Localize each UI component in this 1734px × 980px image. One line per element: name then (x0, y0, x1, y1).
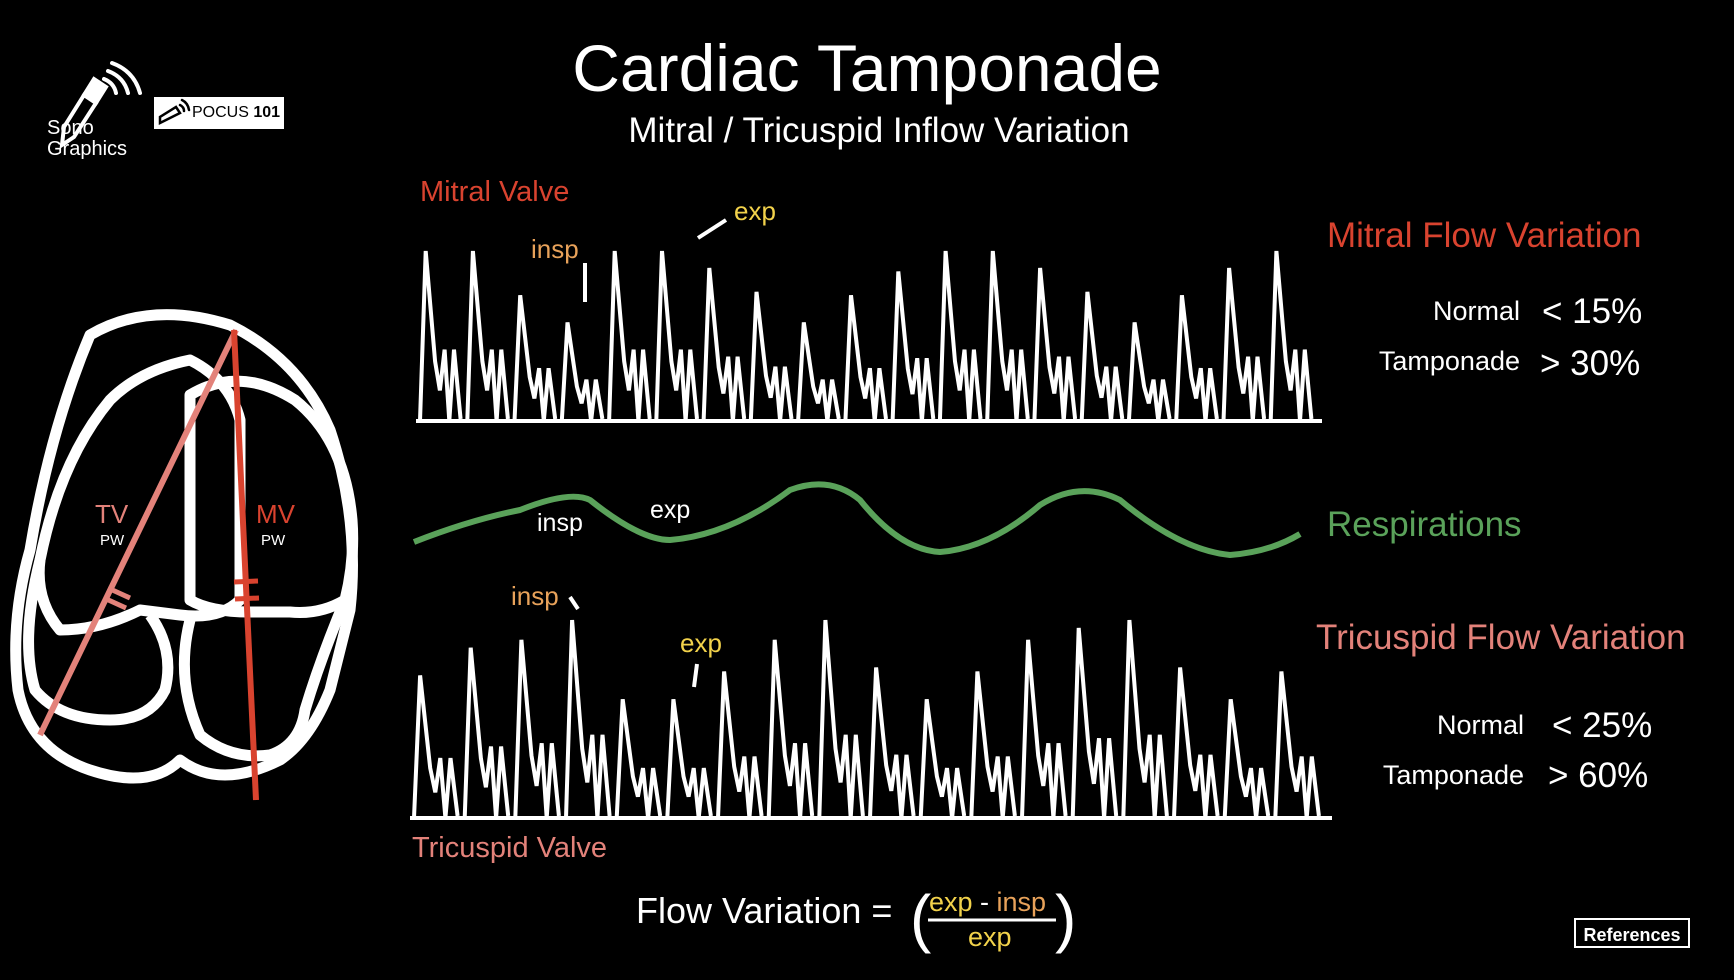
tricuspid-beat (969, 671, 1017, 819)
tricuspid-beat (412, 675, 460, 819)
tricuspid-beat (1172, 667, 1220, 819)
mitral-beat (701, 267, 747, 422)
mitral-valve-label: Mitral Valve (420, 176, 570, 208)
mitral-tamponade-label: Tamponade (1378, 346, 1520, 376)
formula-close-paren: ) (1055, 882, 1076, 954)
mv-sample-gate-bottom (234, 595, 260, 602)
mitral-beat (843, 294, 888, 422)
formula-num-insp: insp (997, 887, 1047, 917)
tricuspid-beat (817, 619, 865, 819)
mitral-beat (937, 250, 983, 422)
mitral-beat (1032, 267, 1078, 422)
pocus-number: 101 (253, 104, 281, 121)
mitral-beat (607, 250, 652, 422)
tricuspid-beat (1222, 698, 1271, 819)
tricuspid-exp-label: exp (680, 628, 722, 658)
tricuspid-beat (1273, 671, 1321, 819)
mitral-beat (512, 294, 558, 422)
resp-insp-label: insp (537, 509, 583, 537)
pocus101-logo: POCUS 101 (154, 97, 284, 129)
mitral-beat (890, 271, 936, 422)
tricuspid-beat (513, 639, 561, 819)
probe-icon (158, 98, 191, 126)
tricuspid-insp-label: insp (511, 581, 559, 611)
tricuspid-beat (1070, 627, 1119, 819)
tricuspid-beat (868, 667, 916, 819)
tricuspid-flow-variation-title: Tricuspid Flow Variation (1316, 618, 1686, 657)
tricuspid-insp-pointer (568, 595, 580, 611)
respirations-label: Respirations (1327, 505, 1522, 544)
mitral-beat (1174, 294, 1219, 422)
mitral-beat (1221, 267, 1267, 422)
formula-open-paren: ( (910, 882, 931, 954)
tricuspid-normal-value: < 25% (1552, 706, 1653, 745)
mitral-doppler-waveform (418, 250, 1314, 422)
respiration-curve (412, 481, 1302, 559)
tricuspid-beat (1020, 639, 1068, 819)
flow-variation-formula: Flow Variation = (636, 890, 892, 980)
logo-line-1: Sono (47, 117, 94, 139)
mitral-beat (985, 250, 1030, 422)
formula-numerator: exp - insp (929, 887, 1046, 917)
tricuspid-normal-label: Normal (1436, 710, 1524, 740)
mitral-tamponade-value: > 30% (1540, 344, 1641, 383)
mitral-exp-pointer (696, 218, 728, 240)
mv-sample-gate-top (233, 578, 259, 585)
mitral-beat (465, 250, 510, 422)
mitral-flow-variation-title: Mitral Flow Variation (1327, 216, 1642, 255)
tricuspid-valve-label: Tricuspid Valve (412, 832, 608, 864)
heart-illustration (10, 309, 359, 784)
logo-line-2: Graphics (47, 138, 128, 160)
mitral-beat (1079, 291, 1125, 422)
resp-exp-label: exp (650, 496, 690, 524)
tricuspid-beat (614, 698, 663, 819)
mitral-insp-label: insp (531, 234, 579, 264)
right-ventricle (33, 354, 246, 636)
tv-doppler-line (37, 328, 239, 737)
references-button[interactable]: References (1574, 918, 1690, 948)
tricuspid-tamponade-value: > 60% (1548, 756, 1649, 795)
heart-outer-wall (10, 309, 358, 784)
mitral-beat (1268, 250, 1314, 422)
mitral-beat (796, 322, 841, 422)
page-title: Cardiac Tamponade (572, 31, 1162, 105)
tv-sample-gate-bottom (102, 595, 128, 611)
mv-pw-label: PW (261, 532, 286, 549)
tricuspid-beat (564, 619, 612, 819)
tv-pw-label: PW (100, 532, 125, 549)
tricuspid-beat (918, 698, 967, 819)
formula-denominator: exp (968, 922, 1012, 952)
mitral-normal-label: Normal (1432, 296, 1520, 326)
right-atrium (23, 558, 174, 726)
left-atrium (178, 597, 351, 762)
mitral-beat (748, 291, 794, 422)
ultrasound-probe-icon (59, 61, 142, 150)
mitral-beat (559, 322, 605, 422)
mitral-exp-label: exp (734, 196, 776, 226)
tricuspid-beat (716, 671, 764, 819)
mitral-normal-value: < 15% (1542, 292, 1643, 331)
tv-label: TV (95, 499, 129, 529)
mv-doppler-line (231, 329, 259, 801)
mitral-beat (1126, 322, 1172, 422)
tricuspid-doppler-waveform (412, 619, 1321, 819)
page-subtitle: Mitral / Tricuspid Inflow Variation (628, 111, 1130, 150)
tricuspid-tamponade-label: Tamponade (1382, 760, 1524, 790)
tv-sample-gate-top (106, 585, 132, 601)
formula-lhs: Flow Variation = (636, 890, 893, 931)
tricuspid-beat (766, 639, 815, 819)
tricuspid-beat (462, 647, 511, 819)
formula-num-minus: - (973, 887, 997, 917)
tricuspid-exp-pointer (692, 663, 699, 688)
formula-num-exp: exp (929, 887, 973, 917)
mv-label: MV (256, 499, 296, 529)
mitral-beat (418, 250, 463, 422)
tricuspid-beat (1121, 619, 1169, 819)
tricuspid-beat (665, 698, 713, 819)
pocus-prefix: POCUS (192, 104, 254, 121)
sonographics-logo: Sono Graphics (47, 118, 127, 160)
mitral-beat (654, 250, 699, 422)
